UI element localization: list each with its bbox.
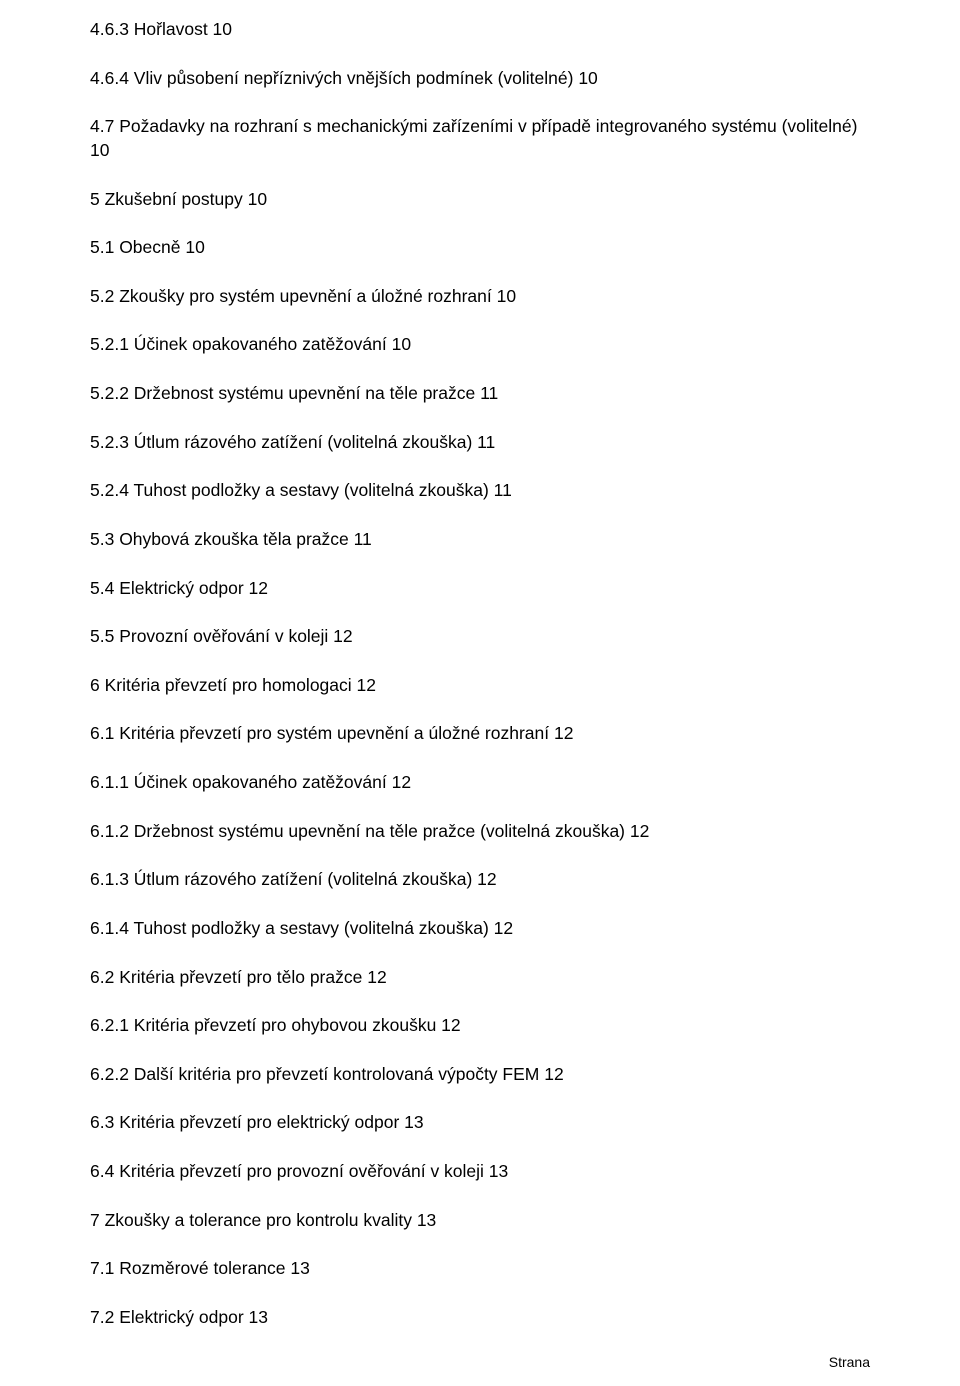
toc-line: 5.2.1 Účinek opakovaného zatěžování 10 (90, 333, 870, 357)
toc-line: 5.2 Zkoušky pro systém upevnění a úložné… (90, 285, 870, 309)
toc-line: 6.3 Kritéria převzetí pro elektrický odp… (90, 1111, 870, 1135)
toc-line: 5.2.4 Tuhost podložky a sestavy (volitel… (90, 479, 870, 503)
toc-line: 5.1 Obecně 10 (90, 236, 870, 260)
toc-line: 6 Kritéria převzetí pro homologaci 12 (90, 674, 870, 698)
toc-line: 6.1.3 Útlum rázového zatížení (volitelná… (90, 868, 870, 892)
toc-line: 5.2.2 Držebnost systému upevnění na těle… (90, 382, 870, 406)
toc-line: 4.6.3 Hořlavost 10 (90, 18, 870, 42)
toc-line: 6.1.4 Tuhost podložky a sestavy (volitel… (90, 917, 870, 941)
toc-line: 4.7 Požadavky na rozhraní s mechanickými… (90, 115, 870, 162)
table-of-contents: 4.6.3 Hořlavost 10 4.6.4 Vliv působení ne… (90, 18, 870, 1330)
toc-line: 6.2.2 Další kritéria pro převzetí kontro… (90, 1063, 870, 1087)
toc-line: 6.4 Kritéria převzetí pro provozní ověřo… (90, 1160, 870, 1184)
toc-line: 5.4 Elektrický odpor 12 (90, 577, 870, 601)
toc-line: 5.5 Provozní ověřování v koleji 12 (90, 625, 870, 649)
toc-line: 6.1 Kritéria převzetí pro systém upevněn… (90, 722, 870, 746)
toc-line: 5.2.3 Útlum rázového zatížení (volitelná… (90, 431, 870, 455)
toc-line: 6.1.2 Držebnost systému upevnění na těle… (90, 820, 870, 844)
toc-line: 6.2.1 Kritéria převzetí pro ohybovou zko… (90, 1014, 870, 1038)
toc-line: 7.2 Elektrický odpor 13 (90, 1306, 870, 1330)
toc-line: 7 Zkoušky a tolerance pro kontrolu kvali… (90, 1209, 870, 1233)
toc-line: 6.1.1 Účinek opakovaného zatěžování 12 (90, 771, 870, 795)
toc-line: 6.2 Kritéria převzetí pro tělo pražce 12 (90, 966, 870, 990)
toc-line: 7.1 Rozměrové tolerance 13 (90, 1257, 870, 1281)
toc-line: 5 Zkušební postupy 10 (90, 188, 870, 212)
footer-page-label: Strana (829, 1353, 870, 1372)
toc-line: 4.6.4 Vliv působení nepříznivých vnějšíc… (90, 67, 870, 91)
toc-line: 5.3 Ohybová zkouška těla pražce 11 (90, 528, 870, 552)
